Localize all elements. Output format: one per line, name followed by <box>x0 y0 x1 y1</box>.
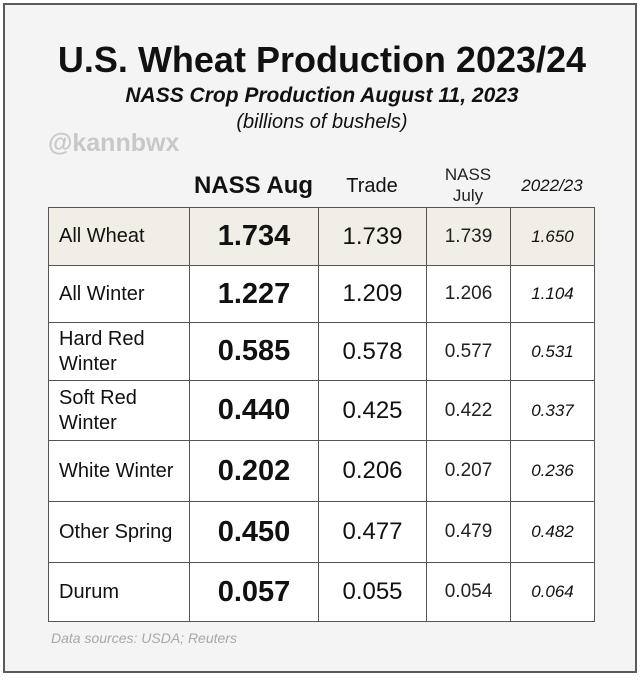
column-header-2022-23: 2022/23 <box>521 176 583 195</box>
nass-aug-value: 0.585 <box>189 322 319 381</box>
data-table: All Wheat 1.734 1.739 1.739 1.650 All Winter 1… <box>48 207 595 622</box>
row-label: All Wheat <box>48 207 190 266</box>
watermark-handle: @kannbwx <box>48 129 180 157</box>
table-row: White Winter 0.202 0.206 0.207 0.236 <box>48 440 595 502</box>
row-label: Durum <box>48 562 190 622</box>
nass-july-value: 0.479 <box>426 501 511 563</box>
nass-july-value: 0.422 <box>426 380 511 441</box>
row-label: Hard Red Winter <box>48 322 190 381</box>
column-header-nass-july: NASS July <box>444 165 492 205</box>
row-label: All Winter <box>48 265 190 323</box>
table-row: All Winter 1.227 1.209 1.206 1.104 <box>48 265 595 323</box>
data-source-note: Data sources: USDA; Reuters <box>51 630 237 646</box>
trade-value: 1.739 <box>318 207 427 266</box>
trade-value: 1.209 <box>318 265 427 323</box>
trade-value: 0.578 <box>318 322 427 381</box>
nass-july-value: 1.206 <box>426 265 511 323</box>
column-header-trade: Trade <box>346 175 398 197</box>
chart-subtitle: NASS Crop Production August 11, 2023 <box>125 84 519 107</box>
units-label: (billions of bushels) <box>236 111 408 133</box>
row-label: White Winter <box>48 440 190 502</box>
prior-year-value: 1.104 <box>510 265 595 323</box>
table-row: Hard Red Winter 0.585 0.578 0.577 0.531 <box>48 322 595 381</box>
trade-value: 0.055 <box>318 562 427 622</box>
row-label: Other Spring <box>48 501 190 563</box>
row-label: Soft Red Winter <box>48 380 190 441</box>
table-row: All Wheat 1.734 1.739 1.739 1.650 <box>48 207 595 266</box>
nass-july-value: 1.739 <box>426 207 511 266</box>
trade-value: 0.425 <box>318 380 427 441</box>
table-row: Other Spring 0.450 0.477 0.479 0.482 <box>48 501 595 563</box>
nass-aug-value: 1.227 <box>189 265 319 323</box>
nass-aug-value: 0.440 <box>189 380 319 441</box>
trade-value: 0.206 <box>318 440 427 502</box>
nass-july-value: 0.207 <box>426 440 511 502</box>
chart-title: U.S. Wheat Production 2023/24 <box>57 39 587 80</box>
nass-aug-value: 0.450 <box>189 501 319 563</box>
column-header-nass-aug: NASS Aug <box>193 172 314 199</box>
prior-year-value: 0.482 <box>510 501 595 563</box>
prior-year-value: 0.337 <box>510 380 595 441</box>
nass-july-value: 0.054 <box>426 562 511 622</box>
nass-aug-value: 0.057 <box>189 562 319 622</box>
prior-year-value: 0.531 <box>510 322 595 381</box>
table-row: Durum 0.057 0.055 0.054 0.064 <box>48 562 595 622</box>
nass-aug-value: 0.202 <box>189 440 319 502</box>
table-row: Soft Red Winter 0.440 0.425 0.422 0.337 <box>48 380 595 441</box>
trade-value: 0.477 <box>318 501 427 563</box>
nass-july-value: 0.577 <box>426 322 511 381</box>
prior-year-value: 1.650 <box>510 207 595 266</box>
nass-aug-value: 1.734 <box>189 207 319 266</box>
prior-year-value: 0.236 <box>510 440 595 502</box>
prior-year-value: 0.064 <box>510 562 595 622</box>
